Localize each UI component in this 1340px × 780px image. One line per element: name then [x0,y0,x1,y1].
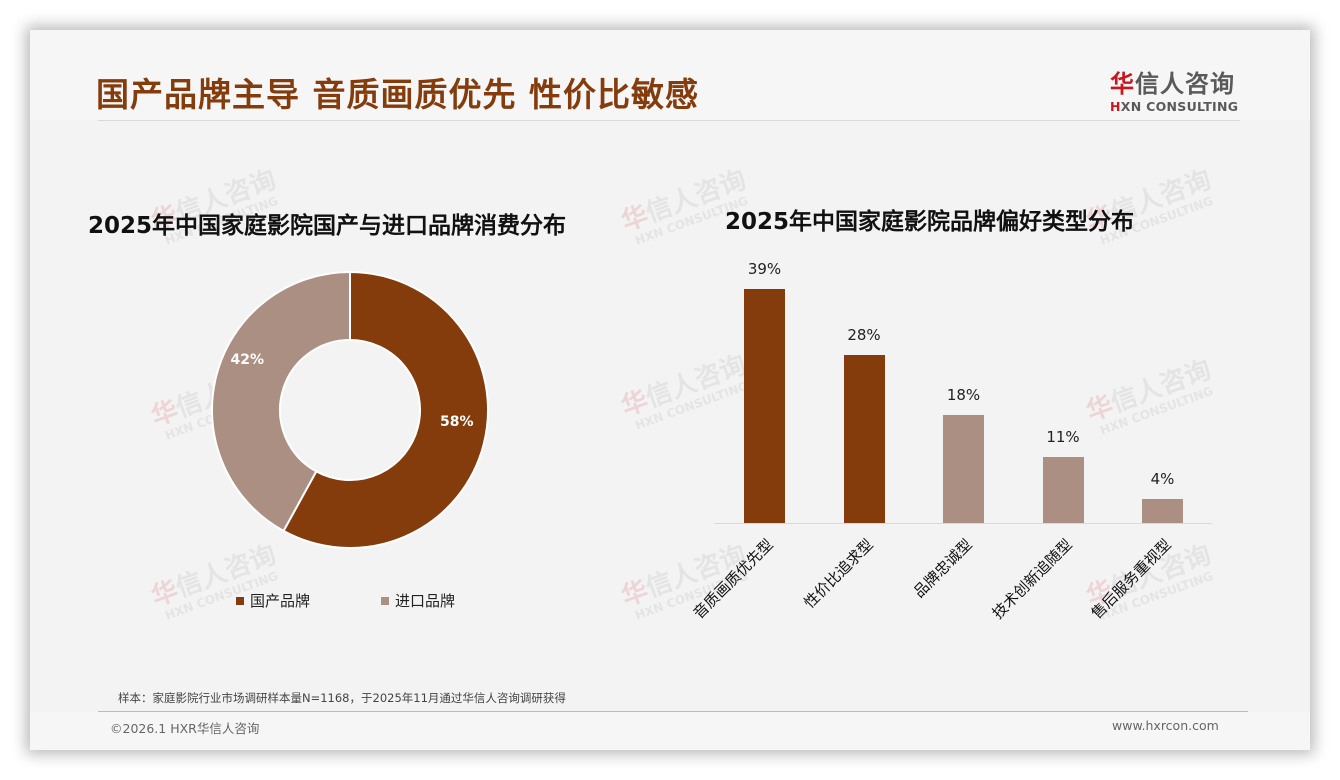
donut-slice-label: 42% [231,352,265,368]
logo-en-first: H [1110,99,1121,114]
bar-category-label: 售后服务重视型 [1088,535,1176,623]
bar [943,415,984,523]
donut-chart-title: 2025年中国家庭影院国产与进口品牌消费分布 [88,213,567,239]
page-title: 国产品牌主导 音质画质优先 性价比敏感 [96,75,699,114]
bar [1042,457,1084,523]
bar-value-label: 28% [847,326,881,344]
logo-cn: 华信人咨询 [1110,64,1240,99]
bar-value-label: 11% [1046,428,1080,446]
bar-category-label: 品牌忠诚型 [910,535,977,602]
legend-swatch-domestic [236,596,244,605]
bar-value-label: 18% [946,386,981,404]
bar-category-label: 技术创新追随型 [988,535,1076,623]
footer-divider [98,711,1248,712]
donut-chart: 58% 42% [211,270,489,549]
logo-cn-first: 华 [1110,70,1135,98]
donut-slice-label: 58% [440,414,474,430]
x-axis-line [714,523,1212,524]
logo-cn-rest: 信人咨询 [1135,70,1235,98]
logo-en: HXN CONSULTING [1110,99,1240,114]
donut-slice [282,270,489,549]
bar-category-label: 性价比追求型 [800,535,877,612]
bar-chart-title: 2025年中国家庭影院品牌偏好类型分布 [725,209,1135,235]
header-divider [98,120,1240,121]
donut-slice [211,270,351,533]
sample-note: 样本：家庭影院行业市场调研样本量N=1168，于2025年11月通过华信人咨询调… [118,691,566,705]
slide: 国产品牌主导 音质画质优先 性价比敏感 华信人咨询 HXN CONSULTING… [30,30,1310,750]
legend-label-domestic: 国产品牌 [250,592,311,610]
website-link[interactable]: www.hxrcon.com [1112,718,1219,733]
footer-band [30,712,1310,750]
logo-en-rest: XN CONSULTING [1120,99,1239,114]
bar [744,289,785,523]
copyright: ©2026.1 HXR华信人咨询 [110,721,260,736]
bar-category-label: 音质画质优先型 [690,535,778,623]
legend-item-imported: 进口品牌 [381,590,455,611]
bar-value-label: 4% [1150,470,1175,488]
bar [843,355,885,523]
logo: 华信人咨询 HXN CONSULTING [1110,64,1240,114]
header-band [30,30,1310,120]
bar-value-label: 39% [747,260,782,278]
legend-label-imported: 进口品牌 [395,592,456,610]
legend-item-domestic: 国产品牌 [236,590,310,611]
legend-swatch-imported [381,596,389,605]
bar [1142,499,1183,523]
